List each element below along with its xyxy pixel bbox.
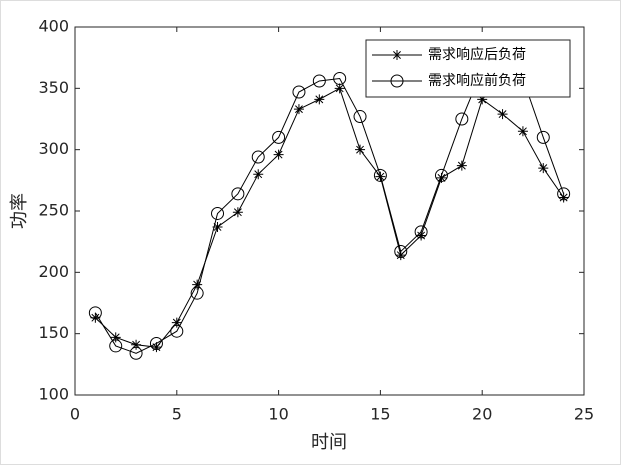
marker <box>151 342 162 353</box>
marker <box>517 126 528 137</box>
y-tick-label: 200 <box>38 262 69 281</box>
marker <box>131 339 142 350</box>
legend-label: 需求响应前负荷 <box>428 72 526 89</box>
marker <box>557 187 571 201</box>
marker <box>373 168 387 182</box>
marker <box>538 163 549 174</box>
marker <box>314 94 325 105</box>
marker <box>558 192 569 203</box>
marker <box>292 85 306 99</box>
marker <box>251 150 265 164</box>
x-tick-label: 25 <box>574 405 594 424</box>
marker <box>272 130 286 144</box>
marker <box>497 109 508 120</box>
legend-marker <box>392 50 402 60</box>
marker <box>273 149 284 160</box>
marker <box>455 112 469 126</box>
marker <box>436 172 447 183</box>
marker <box>88 306 102 320</box>
marker <box>149 336 163 350</box>
y-tick-label: 350 <box>38 78 69 97</box>
marker <box>414 225 428 239</box>
legend-marker <box>390 74 404 88</box>
y-tick-label: 250 <box>38 201 69 220</box>
marker <box>129 346 143 360</box>
y-tick-label: 400 <box>38 17 69 36</box>
marker <box>109 339 123 353</box>
marker <box>434 168 448 182</box>
marker <box>395 250 406 261</box>
marker <box>232 207 243 218</box>
y-axis-label: 功率 <box>9 193 30 229</box>
marker <box>536 130 550 144</box>
axes-box <box>74 26 585 396</box>
marker <box>192 279 203 290</box>
marker <box>334 83 345 94</box>
marker <box>212 221 223 232</box>
marker <box>190 286 204 300</box>
y-tick-label: 100 <box>38 385 69 404</box>
marker <box>170 324 184 338</box>
marker <box>312 74 326 88</box>
marker <box>333 72 347 86</box>
x-tick-label: 5 <box>172 405 182 424</box>
marker <box>211 206 225 220</box>
x-axis-label: 时间 <box>311 432 347 453</box>
marker <box>231 187 245 201</box>
x-tick-label: 0 <box>70 405 80 424</box>
marker <box>456 160 467 171</box>
y-tick-label: 150 <box>38 323 69 342</box>
marker <box>394 244 408 258</box>
x-tick-label: 15 <box>370 405 390 424</box>
y-tick-label: 300 <box>38 139 69 158</box>
marker <box>477 94 488 105</box>
marker <box>171 317 182 328</box>
legend-box <box>365 39 571 98</box>
marker <box>416 230 427 241</box>
x-tick-label: 10 <box>268 405 288 424</box>
marker <box>293 104 304 115</box>
x-tick-label: 20 <box>472 405 492 424</box>
marker <box>355 144 366 155</box>
marker <box>110 332 121 343</box>
marker <box>253 169 264 180</box>
marker <box>353 110 367 124</box>
legend-label: 需求响应后负荷 <box>428 46 526 63</box>
marker <box>90 312 101 323</box>
